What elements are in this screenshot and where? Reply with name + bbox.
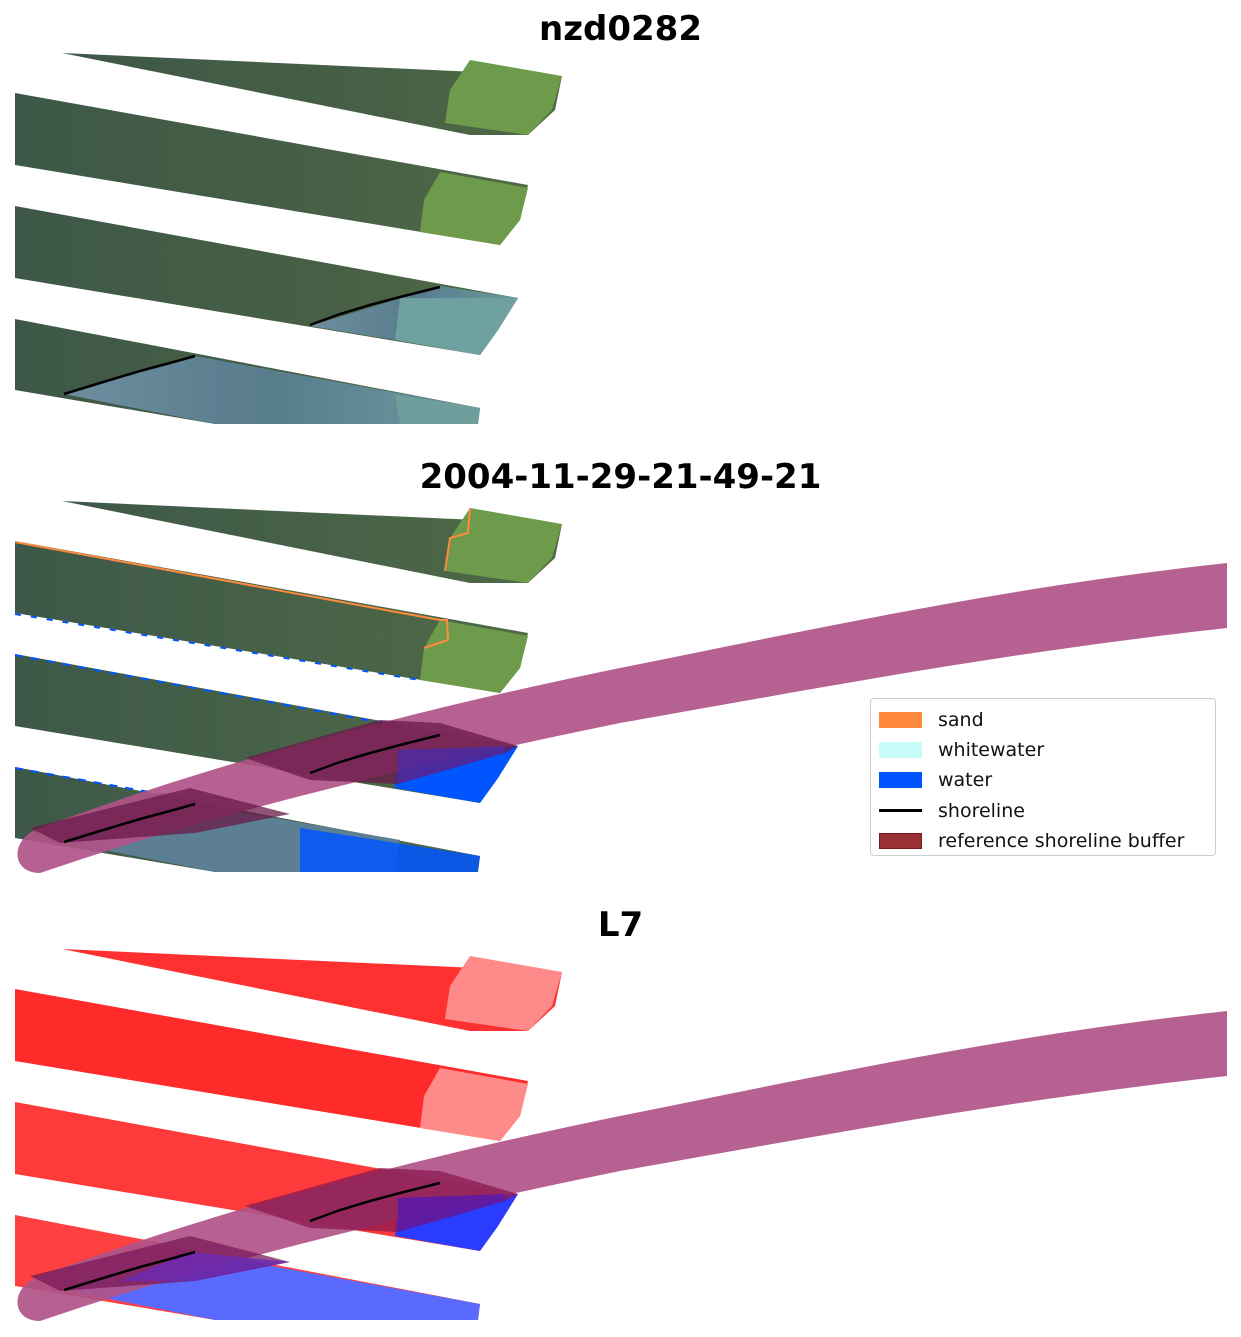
panel-title-band: L7 <box>597 905 644 945</box>
band-overlap-water-3 <box>398 1194 505 1232</box>
shoreline-line-4 <box>63 354 196 396</box>
legend-label-water: water <box>938 769 993 792</box>
image-strip-2 <box>15 93 528 245</box>
classified-image-panel <box>14 501 1227 873</box>
legend-label-whitewater: whitewater <box>938 739 1045 762</box>
band-overlap-water-4 <box>120 1252 290 1281</box>
legend-item-sand: sand <box>879 705 1207 735</box>
legend-swatch-whitewater <box>879 742 922 759</box>
legend-label-shoreline: shoreline <box>938 799 1025 822</box>
class-pasture-1 <box>445 508 562 583</box>
legend-item-shoreline: shoreline <box>879 796 1207 826</box>
sand-edge-2 <box>14 541 450 649</box>
legend-label-sand: sand <box>938 709 984 732</box>
panel-title-rgb: nzd0282 <box>539 9 702 49</box>
coast-water-4 <box>395 395 480 424</box>
band-shoreline-3 <box>309 1181 441 1223</box>
water-edge-2 <box>14 613 421 681</box>
class-strip-2 <box>15 541 528 693</box>
sand-edge-1 <box>444 507 471 572</box>
band-shoreline-4 <box>63 1250 196 1292</box>
band-image-panel <box>15 949 1227 1321</box>
band-reference-buffer <box>17 1011 1227 1321</box>
legend-swatch-buffer <box>879 832 922 849</box>
band-strip-1 <box>62 949 562 1031</box>
class-shoreline-3 <box>309 733 441 775</box>
panel-title-classified: 2004-11-29-21-49-21 <box>419 457 822 497</box>
legend-label-buffer: reference shoreline buffer <box>938 829 1185 852</box>
band-light-patch-1 <box>445 956 562 1031</box>
legend-item-whitewater: whitewater <box>879 735 1207 765</box>
image-strip-1 <box>62 53 562 135</box>
class-water-4 <box>300 828 480 872</box>
legend: sand whitewater water shoreline referenc… <box>870 698 1216 856</box>
legend-swatch-water <box>879 772 922 789</box>
legend-swatch-sand <box>879 712 922 729</box>
water-edge-3 <box>14 654 401 727</box>
legend-item-buffer: reference shoreline buffer <box>879 826 1207 856</box>
pasture-patch-2 <box>420 172 528 245</box>
class-strip-1 <box>62 501 562 583</box>
buffer-overlap-4 <box>30 788 290 843</box>
shoreline-line-3 <box>309 285 441 327</box>
band-strip-2 <box>15 989 528 1141</box>
band-overlap-4 <box>30 1236 290 1291</box>
coast-water-3 <box>395 298 518 355</box>
sea-patch-4 <box>64 356 480 424</box>
buffer-overlap-water-3 <box>398 746 505 784</box>
class-shoreline-4 <box>63 802 196 844</box>
pasture-patch-1 <box>445 60 562 135</box>
reference-shoreline-buffer <box>17 563 1227 873</box>
rgb-image-panel <box>15 53 562 424</box>
legend-item-water: water <box>879 765 1207 795</box>
legend-line-shoreline <box>879 809 922 812</box>
band-light-patch-2 <box>420 1068 528 1141</box>
